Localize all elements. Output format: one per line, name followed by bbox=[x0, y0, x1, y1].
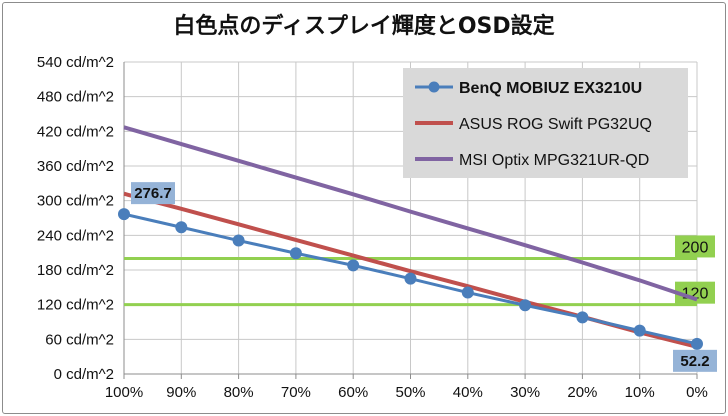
data-label-box bbox=[673, 349, 717, 372]
x-tick-label: 10% bbox=[625, 384, 655, 401]
y-tick-label: 240 cd/m^2 bbox=[37, 227, 114, 244]
x-tick-label: 60% bbox=[338, 384, 368, 401]
data-label: 52.2 bbox=[680, 353, 709, 370]
series-point bbox=[461, 286, 474, 299]
series-point bbox=[691, 337, 703, 350]
y-tick-label: 420 cd/m^2 bbox=[37, 123, 114, 140]
y-tick-label: 540 cd/m^2 bbox=[37, 54, 114, 71]
data-label: 276.7 bbox=[134, 185, 172, 202]
data-labels: 276.7 52.2 bbox=[131, 182, 717, 372]
y-tick-label: 480 cd/m^2 bbox=[37, 89, 114, 106]
reference-label-box bbox=[675, 235, 715, 258]
data-label-box bbox=[131, 182, 175, 205]
x-tick-label: 30% bbox=[510, 384, 540, 401]
chart-title: 白色点のディスプレイ輝度とOSD設定 bbox=[173, 13, 554, 39]
reference-label-box bbox=[675, 281, 715, 304]
x-tick-label: 80% bbox=[224, 384, 254, 401]
x-tick-label: 20% bbox=[567, 384, 597, 401]
y-tick-label: 60 cd/m^2 bbox=[45, 331, 114, 348]
x-tick-label: 100% bbox=[105, 384, 143, 401]
legend: BenQ MOBIUZ EX3210U ASUS ROG Swift PG32UQ… bbox=[403, 68, 688, 178]
series-lines bbox=[118, 125, 703, 350]
y-tick-label: 300 cd/m^2 bbox=[37, 193, 114, 210]
legend-marker bbox=[428, 81, 440, 93]
x-tick-label: 90% bbox=[166, 384, 196, 401]
legend-label: ASUS ROG Swift PG32UQ bbox=[459, 116, 652, 133]
x-tick-label: 50% bbox=[395, 384, 425, 401]
y-tick-label: 360 cd/m^2 bbox=[37, 158, 114, 175]
series-point bbox=[576, 311, 589, 324]
series-point bbox=[347, 259, 360, 272]
x-tick-label: 40% bbox=[453, 384, 483, 401]
series-point bbox=[633, 324, 646, 337]
reference-label: 200 bbox=[682, 239, 709, 256]
series-point bbox=[404, 272, 417, 285]
series-point bbox=[519, 299, 532, 312]
x-tick-label: 0% bbox=[686, 384, 708, 401]
series-point bbox=[118, 208, 130, 221]
legend-label: MSI Optix MPG321UR-QD bbox=[459, 152, 649, 169]
series-point bbox=[289, 247, 302, 260]
legend-label: BenQ MOBIUZ EX3210U bbox=[459, 80, 642, 97]
x-tick-label: 70% bbox=[281, 384, 311, 401]
y-tick-label: 0 cd/m^2 bbox=[54, 366, 114, 383]
y-tick-label: 180 cd/m^2 bbox=[37, 262, 114, 279]
series-line bbox=[123, 125, 698, 302]
axes: 0 cd/m^2 60 cd/m^2 120 cd/m^2 180 cd/m^2 240… bbox=[37, 54, 708, 401]
series-point bbox=[232, 234, 245, 247]
y-tick-label: 120 cd/m^2 bbox=[37, 297, 114, 314]
series-point bbox=[175, 221, 188, 234]
